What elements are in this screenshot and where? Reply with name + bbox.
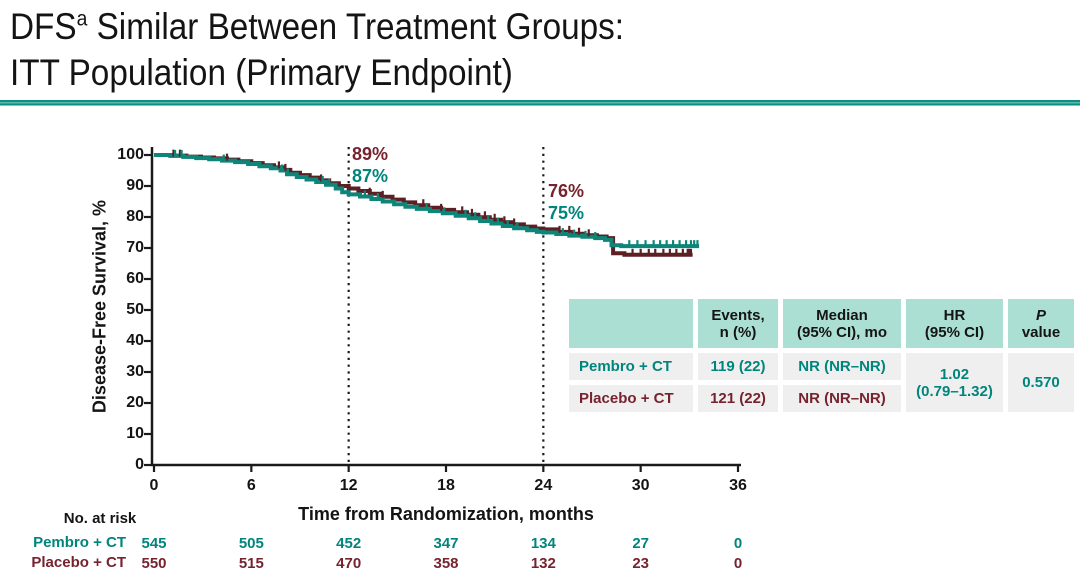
- at-risk-row-label-pembro: Pembro + CT: [33, 534, 126, 551]
- x-tick-label-6: 6: [246, 477, 256, 494]
- title-dfs: DFS: [10, 6, 77, 47]
- at-risk-heading: No. at risk: [63, 510, 137, 527]
- at-risk-value-placebo-12mo: 470: [336, 555, 362, 572]
- annotation-24mo-pembro: 75%: [548, 203, 585, 223]
- slide-title-line1: DFSa Similar Between Treatment Groups:: [10, 4, 624, 50]
- x-tick-label-18: 18: [437, 477, 455, 494]
- y-tick-label-60: 60: [126, 270, 144, 287]
- at-risk-value-placebo-24mo: 132: [530, 555, 556, 572]
- title-footnote-marker: a: [76, 6, 88, 31]
- at-risk-value-placebo-0mo: 550: [141, 555, 167, 572]
- at-risk-value-pembro-30mo: 27: [632, 535, 649, 552]
- y-tick-label-100: 100: [117, 146, 144, 163]
- table-header-hr: HR (95% CI): [906, 299, 1003, 348]
- at-risk-value-placebo-36mo: 0: [733, 555, 743, 572]
- at-risk-value-pembro-12mo: 452: [336, 535, 362, 552]
- y-tick-label-40: 40: [126, 332, 144, 349]
- x-tick-label-30: 30: [631, 477, 650, 494]
- slide-title-line2: ITT Population (Primary Endpoint): [10, 52, 513, 93]
- table-cell-hr: 1.02 (0.79–1.32): [906, 353, 1003, 412]
- table-header-group: [569, 299, 693, 348]
- table-row-label-placebo: Placebo + CT: [569, 385, 693, 412]
- at-risk-value-pembro-24mo: 134: [530, 535, 556, 552]
- y-tick-label-80: 80: [126, 208, 144, 225]
- table-cell-events-pembro: 119 (22): [698, 353, 778, 380]
- at-risk-value-pembro-0mo: 545: [141, 535, 167, 552]
- y-tick-label-10: 10: [126, 425, 144, 442]
- x-tick-label-12: 12: [339, 477, 358, 494]
- y-tick-label-90: 90: [126, 177, 144, 194]
- at-risk-value-placebo-18mo: 358: [433, 555, 459, 572]
- table-cell-median-pembro: NR (NR–NR): [783, 353, 901, 380]
- table-header-events: Events, n (%): [698, 299, 778, 348]
- table-header-median: Median (95% CI), mo: [783, 299, 901, 348]
- x-tick-label-0: 0: [149, 477, 159, 494]
- pvalue-p-italic: P: [1035, 306, 1046, 324]
- title-divider-rule: [0, 100, 1080, 106]
- y-tick-label-50: 50: [126, 301, 144, 318]
- table-cell-pvalue: 0.570: [1008, 353, 1074, 412]
- title-rest: Similar Between Treatment Groups:: [87, 6, 625, 47]
- y-tick-label-30: 30: [126, 363, 144, 380]
- y-tick-label-70: 70: [126, 239, 144, 256]
- results-table: Events, n (%) Median (95% CI), mo HR (95…: [569, 299, 1074, 412]
- annotation-24mo-placebo: 76%: [548, 181, 585, 201]
- x-axis-title: Time from Randomization, months: [298, 504, 594, 524]
- at-risk-value-placebo-30mo: 23: [632, 555, 649, 572]
- at-risk-value-pembro-6mo: 505: [238, 535, 264, 552]
- km-curve-teal: [154, 153, 700, 249]
- at-risk-value-pembro-18mo: 347: [433, 535, 459, 552]
- annotation-12mo-pembro: 87%: [352, 166, 389, 186]
- table-row-label-pembro: Pembro + CT: [569, 353, 693, 380]
- at-risk-value-pembro-36mo: 0: [733, 535, 743, 552]
- at-risk-value-placebo-6mo: 515: [238, 555, 264, 572]
- x-tick-label-24: 24: [534, 477, 553, 494]
- x-tick-label-36: 36: [729, 477, 747, 494]
- table-cell-median-placebo: NR (NR–NR): [783, 385, 901, 412]
- slide-title: DFSa Similar Between Treatment Groups: I…: [10, 4, 624, 96]
- table-cell-events-placebo: 121 (22): [698, 385, 778, 412]
- y-tick-label-20: 20: [126, 394, 144, 411]
- pvalue-word: value: [1021, 323, 1061, 341]
- at-risk-row-label-placebo: Placebo + CT: [31, 554, 126, 571]
- annotation-12mo-placebo: 89%: [352, 144, 389, 164]
- y-tick-label-0: 0: [135, 456, 144, 473]
